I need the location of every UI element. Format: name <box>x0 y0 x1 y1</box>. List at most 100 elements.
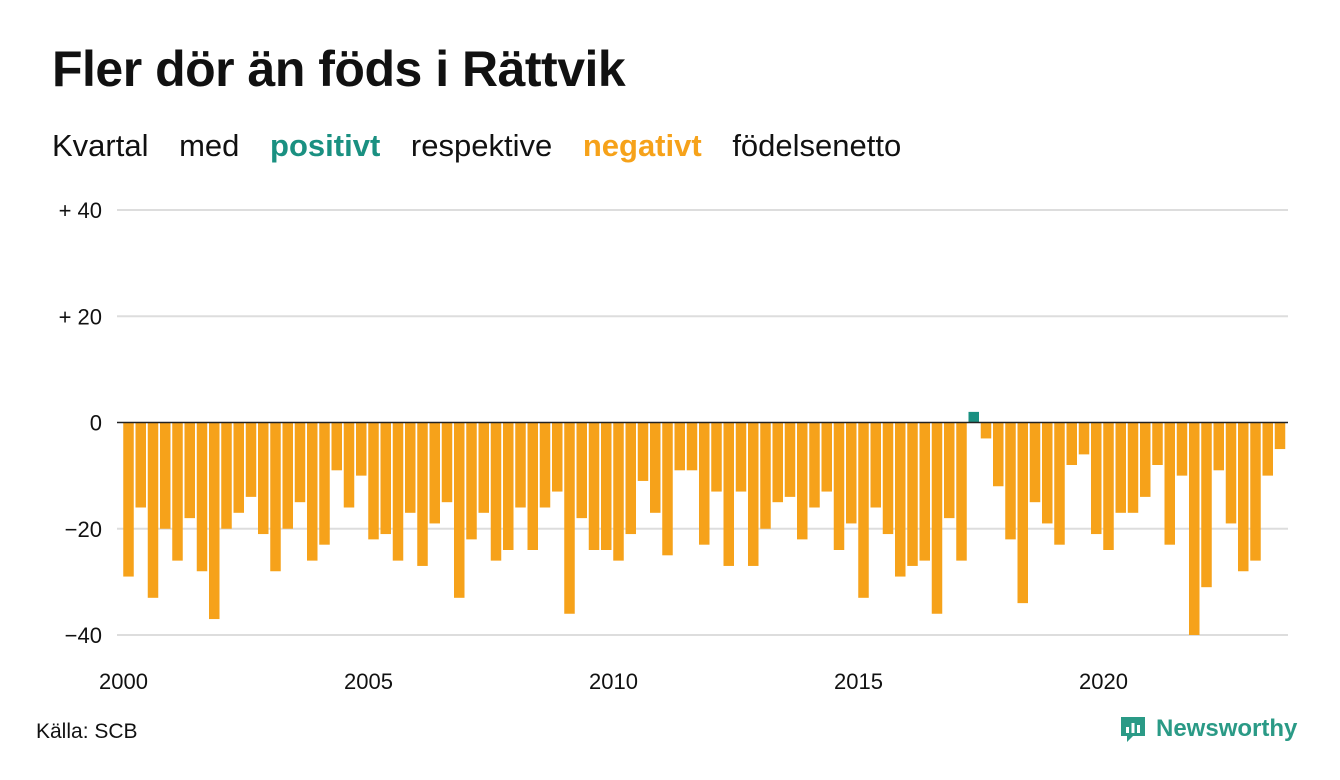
data-bar <box>503 422 514 550</box>
brand-name: Newsworthy <box>1156 715 1298 742</box>
data-bar <box>1054 422 1065 545</box>
data-bar <box>1127 422 1139 513</box>
data-bar <box>294 422 306 503</box>
data-bar <box>380 422 391 535</box>
data-bar <box>613 422 624 561</box>
y-tick-label: 0 <box>90 411 102 436</box>
y-tick-label: + 40 <box>59 198 102 223</box>
data-bar <box>147 422 159 598</box>
y-tick-label: −40 <box>65 623 102 648</box>
data-bar <box>601 422 612 550</box>
source-note: Källa: SCB <box>36 720 138 743</box>
data-bar <box>1042 422 1053 524</box>
data-bar <box>637 422 649 481</box>
data-bar <box>1115 422 1126 513</box>
data-bar <box>245 422 257 497</box>
data-bar <box>319 422 330 545</box>
data-bar <box>539 422 551 508</box>
data-bar <box>478 422 489 513</box>
data-bar <box>1078 422 1090 455</box>
data-bar <box>1238 422 1249 572</box>
data-bar <box>870 422 881 508</box>
subtitle-positive-label: positivt <box>270 128 381 163</box>
data-bar <box>160 422 171 529</box>
data-bar <box>135 422 146 508</box>
data-bar <box>919 422 930 561</box>
data-bar <box>576 422 587 519</box>
data-bar <box>686 422 698 471</box>
data-bar <box>1201 422 1212 588</box>
data-bar <box>748 422 759 566</box>
data-bar <box>1029 422 1041 503</box>
data-bar <box>392 422 404 561</box>
newsworthy-brand[interactable]: Newsworthy <box>1118 714 1297 744</box>
data-bar <box>417 422 428 566</box>
data-bar <box>454 422 465 598</box>
data-bar <box>441 422 453 503</box>
data-bar <box>699 422 710 545</box>
data-bar <box>760 422 771 529</box>
data-bar <box>552 422 563 492</box>
data-bar <box>944 422 955 519</box>
data-bar <box>184 422 195 519</box>
x-tick-label: 2010 <box>589 669 638 694</box>
data-bar <box>466 422 477 540</box>
subtitle-negative-label: negativt <box>582 128 702 163</box>
data-bar <box>123 422 134 577</box>
x-tick-label: 2015 <box>834 669 883 694</box>
data-bar <box>662 422 673 556</box>
data-bar <box>956 422 967 561</box>
data-bar <box>527 422 538 550</box>
subtitle-word: Kvartal <box>52 128 149 163</box>
data-bar <box>1103 422 1114 550</box>
data-bar <box>1017 422 1028 604</box>
data-bar <box>735 422 747 492</box>
data-bar <box>797 422 808 540</box>
data-bar <box>282 422 293 529</box>
data-bar <box>895 422 906 577</box>
data-bar <box>711 422 722 492</box>
y-tick-label: −20 <box>65 517 102 542</box>
data-bar <box>233 422 244 513</box>
data-bar <box>993 422 1004 487</box>
data-bar <box>1091 422 1102 535</box>
x-tick-label: 2005 <box>344 669 393 694</box>
chart-title: Fler dör än föds i Rättvik <box>52 41 626 97</box>
subtitle-word: respektive <box>410 128 553 163</box>
data-bar <box>515 422 526 508</box>
data-bar <box>723 422 734 566</box>
data-bar <box>429 422 440 524</box>
data-bar <box>1189 422 1200 635</box>
data-bar <box>1225 422 1237 524</box>
data-bar <box>907 422 918 566</box>
chart-subtitle: Kvartal med positivt respektive negativt… <box>52 128 923 164</box>
data-bar <box>331 422 342 471</box>
data-bar <box>1274 422 1286 450</box>
data-bar <box>209 422 220 620</box>
data-bar <box>846 422 857 524</box>
data-bar <box>1250 422 1261 561</box>
data-bar <box>821 422 832 492</box>
x-tick-label: 2000 <box>99 669 148 694</box>
data-bar <box>258 422 269 535</box>
data-bar <box>980 422 992 439</box>
data-bar <box>784 422 796 497</box>
data-bar <box>1005 422 1016 540</box>
data-bar <box>405 422 416 513</box>
data-bar <box>564 422 575 614</box>
data-bar <box>772 422 783 503</box>
data-bar <box>1262 422 1273 476</box>
data-bar <box>1176 422 1188 476</box>
data-bar <box>650 422 661 513</box>
data-bar <box>368 422 379 540</box>
data-bar <box>931 422 943 614</box>
subtitle-word: födelsenetto <box>732 128 902 163</box>
data-bar <box>1164 422 1175 545</box>
data-bar <box>490 422 502 561</box>
subtitle-word: med <box>179 128 240 163</box>
x-tick-label: 2020 <box>1079 669 1128 694</box>
data-bar <box>343 422 355 508</box>
data-bar <box>1066 422 1077 465</box>
newsworthy-logo-icon <box>1121 717 1145 742</box>
